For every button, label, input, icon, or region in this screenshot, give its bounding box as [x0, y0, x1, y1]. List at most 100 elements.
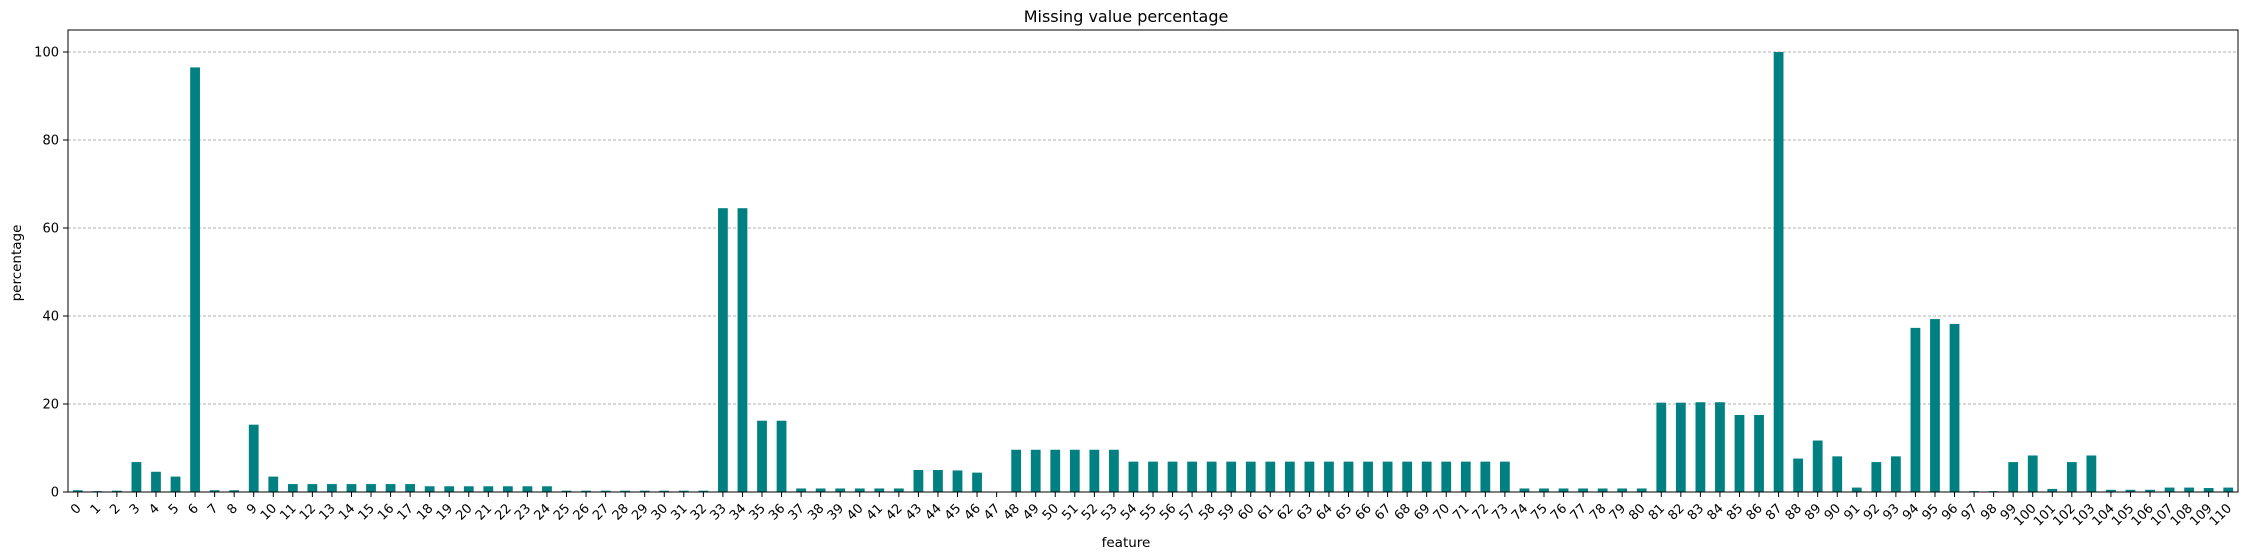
- bar-feature-48: [1011, 449, 1022, 492]
- bar-feature-110: [2223, 487, 2234, 492]
- bar-feature-46: [972, 472, 982, 492]
- bar-feature-82: [1675, 402, 1686, 492]
- bars: [72, 52, 2234, 493]
- bar-feature-79: [1617, 488, 1628, 492]
- bar-feature-92: [1871, 462, 1882, 492]
- bar-feature-64: [1324, 461, 1334, 492]
- bar-feature-109: [2203, 488, 2214, 492]
- bar-feature-20: [463, 486, 474, 492]
- chart-title: Missing value percentage: [1024, 7, 1229, 26]
- bar-feature-32: [698, 490, 709, 492]
- bar-feature-87: [1773, 52, 1784, 492]
- bar-feature-54: [1128, 461, 1139, 492]
- bar-feature-9: [248, 424, 259, 492]
- bar-feature-67: [1382, 461, 1393, 492]
- bar-feature-34: [737, 208, 748, 492]
- bar-feature-90: [1832, 456, 1843, 492]
- bar-feature-57: [1187, 461, 1197, 492]
- bar-feature-16: [385, 484, 396, 492]
- bar-feature-25: [561, 490, 572, 492]
- bar-feature-26: [581, 490, 591, 492]
- bar-feature-31: [678, 490, 689, 492]
- x-axis-title: feature: [1102, 535, 1151, 551]
- bar-feature-74: [1519, 488, 1530, 492]
- bar-feature-63: [1304, 461, 1315, 492]
- bar-feature-55: [1148, 461, 1158, 492]
- bar-feature-96: [1949, 323, 1960, 492]
- bar-feature-14: [346, 484, 357, 492]
- bar-feature-7: [209, 490, 220, 492]
- bar-feature-2: [111, 490, 122, 492]
- bar-feature-53: [1109, 449, 1119, 492]
- bar-feature-84: [1715, 402, 1725, 492]
- bar-feature-81: [1656, 402, 1667, 492]
- bar-feature-28: [620, 490, 631, 492]
- bar-feature-38: [815, 488, 826, 492]
- bar-feature-8: [229, 490, 240, 492]
- bar-feature-104: [2106, 489, 2116, 492]
- bar-feature-70: [1441, 461, 1452, 492]
- bar-feature-99: [2008, 462, 2019, 492]
- bar-feature-107: [2164, 487, 2175, 492]
- bar-feature-58: [1206, 461, 1217, 492]
- bar-feature-89: [1812, 440, 1823, 492]
- bar-feature-30: [659, 490, 670, 492]
- bar-feature-77: [1578, 488, 1588, 492]
- bar-feature-43: [913, 470, 924, 492]
- bar-feature-100: [2027, 455, 2038, 492]
- bar-feature-60: [1245, 461, 1256, 492]
- bar-feature-29: [639, 490, 650, 492]
- y-tick-label: 100: [34, 46, 59, 61]
- bar-feature-69: [1421, 461, 1432, 492]
- bar-feature-106: [2145, 489, 2155, 492]
- bar-feature-50: [1050, 449, 1061, 492]
- bar-feature-68: [1402, 461, 1413, 492]
- bar-feature-78: [1597, 488, 1608, 492]
- bar-feature-94: [1910, 327, 1921, 492]
- bar-feature-18: [424, 486, 435, 492]
- y-axis: 0 20 40 60 80 100: [34, 46, 68, 501]
- bar-feature-88: [1793, 458, 1804, 492]
- y-tick-label: 80: [42, 134, 59, 149]
- bar-feature-95: [1930, 319, 1940, 492]
- bar-feature-101: [2047, 488, 2058, 492]
- bar-feature-4: [151, 471, 161, 492]
- bar-feature-76: [1558, 488, 1569, 492]
- bar-feature-23: [522, 486, 533, 492]
- bar-feature-13: [327, 484, 337, 492]
- bar-feature-24: [542, 486, 552, 492]
- bar-feature-108: [2184, 487, 2195, 492]
- bar-feature-39: [835, 488, 846, 492]
- bar-feature-52: [1089, 449, 1100, 492]
- bar-feature-11: [287, 484, 298, 492]
- bar-feature-91: [1851, 487, 1862, 492]
- bar-feature-44: [933, 470, 943, 492]
- bar-feature-35: [757, 420, 767, 492]
- bar-feature-17: [405, 484, 416, 492]
- y-axis-title: percentage: [9, 225, 25, 302]
- bar-feature-12: [307, 484, 318, 492]
- bar-feature-71: [1460, 461, 1471, 492]
- bar-feature-62: [1284, 461, 1295, 492]
- bar-feature-75: [1539, 488, 1549, 492]
- bar-feature-80: [1636, 488, 1647, 492]
- bar-feature-42: [893, 488, 904, 492]
- bar-feature-59: [1226, 461, 1237, 492]
- bar-feature-37: [796, 488, 806, 492]
- bar-feature-3: [131, 462, 142, 492]
- y-tick-label: 20: [42, 398, 59, 413]
- bar-feature-33: [718, 208, 728, 492]
- bar-feature-66: [1363, 461, 1373, 492]
- bar-feature-6: [190, 67, 200, 493]
- bar-feature-72: [1480, 461, 1491, 492]
- y-tick-label: 40: [42, 310, 59, 325]
- bar-feature-61: [1265, 461, 1276, 492]
- bar-feature-73: [1500, 461, 1510, 492]
- y-tick-label: 0: [51, 486, 59, 501]
- bar-feature-15: [366, 484, 376, 492]
- plot-frame: [67, 29, 2239, 493]
- bar-feature-41: [874, 488, 885, 492]
- bar-feature-40: [854, 488, 865, 492]
